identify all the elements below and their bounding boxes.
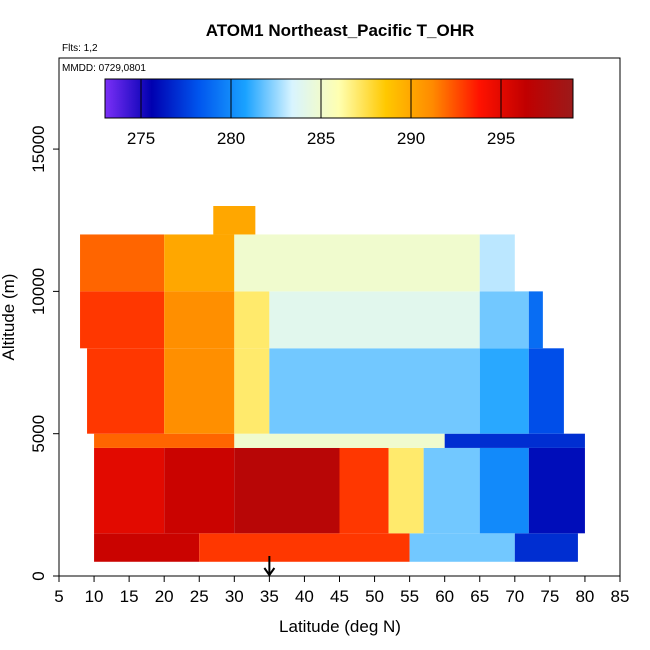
x-tick-label: 10: [85, 587, 104, 606]
heatmap-cell: [234, 433, 445, 448]
y-tick-label: 5000: [29, 415, 48, 453]
heatmap-cell: [339, 447, 389, 534]
colorbar-tick-label: 280: [217, 129, 245, 148]
plot-area: [80, 206, 585, 562]
heatmap-cell: [479, 447, 529, 534]
heatmap-cell: [514, 533, 578, 562]
heatmap-cell: [479, 348, 529, 434]
colorbar-tick-label: 290: [397, 129, 425, 148]
heatmap-cell: [234, 447, 340, 534]
x-tick-label: 20: [155, 587, 174, 606]
heatmap-cell: [388, 447, 424, 534]
heatmap-cell: [234, 348, 270, 434]
x-tick-label: 70: [505, 587, 524, 606]
heatmap-cell: [80, 234, 165, 292]
x-tick-label: 25: [190, 587, 209, 606]
heatmap-cell: [234, 291, 270, 349]
latitude-marker: [263, 556, 276, 577]
x-tick-label: 85: [611, 587, 630, 606]
x-tick-label: 50: [365, 587, 384, 606]
heatmap-cell: [479, 291, 529, 349]
colorbar-tick-label: 275: [127, 129, 155, 148]
x-tick-label: 30: [225, 587, 244, 606]
heatmap-cell: [409, 533, 515, 562]
heatmap-cell: [164, 291, 235, 349]
x-tick-label: 45: [330, 587, 349, 606]
colorbar-tick-label: 295: [487, 129, 515, 148]
y-tick-label: 0: [29, 571, 48, 580]
heatmap-cell: [213, 206, 256, 235]
flights-note: Flts: 1,2: [62, 43, 98, 54]
x-tick-label: 40: [295, 587, 314, 606]
heatmap-cell: [94, 447, 165, 534]
x-tick-label: 35: [260, 587, 279, 606]
x-tick-label: 75: [540, 587, 559, 606]
y-tick-label: 15000: [29, 125, 48, 172]
heatmap-cell: [423, 447, 480, 534]
heatmap-cell: [80, 291, 165, 349]
dates-note: MMDD: 0729,0801: [62, 63, 146, 74]
heatmap-cell: [528, 348, 564, 434]
y-tick-label: 10000: [29, 268, 48, 315]
chart-title: ATOM1 Northeast_Pacific T_OHR: [206, 21, 475, 40]
heatmap-cell: [199, 533, 410, 562]
x-tick-label: 55: [400, 587, 419, 606]
colorbar: 275 280 285 290 295: [104, 78, 574, 148]
marker-arrow-head: [263, 567, 276, 577]
colorbar-fill: [104, 78, 574, 119]
x-axis: 5 10 15 20 25 30 35 40 45 50 55 60 65 70 75 80 85: [54, 576, 629, 606]
heatmap-cell: [444, 433, 585, 448]
heatmap-cell: [164, 234, 235, 292]
x-tick-label: 15: [120, 587, 139, 606]
x-tick-label: 80: [575, 587, 594, 606]
y-axis-label: Altitude (m): [0, 274, 18, 361]
heatmap-cell: [269, 291, 480, 349]
x-axis-label: Latitude (deg N): [279, 617, 401, 636]
colorbar-tick-label: 285: [307, 129, 335, 148]
heatmap-cell: [269, 348, 480, 434]
heatmap-cell: [87, 348, 165, 434]
heatmap-cell: [479, 234, 515, 292]
heatmap-cell: [528, 447, 585, 534]
x-tick-label: 5: [54, 587, 63, 606]
heatmap-cell: [94, 533, 200, 562]
y-axis: 0 5000 10000 15000: [29, 125, 59, 581]
heatmap-cell: [94, 433, 235, 448]
x-tick-label: 60: [435, 587, 454, 606]
heatmap-cell: [528, 291, 543, 349]
heatmap-cell: [164, 447, 235, 534]
heatmap-cell: [234, 234, 480, 292]
x-tick-label: 65: [470, 587, 489, 606]
heatmap-cell: [164, 348, 235, 434]
